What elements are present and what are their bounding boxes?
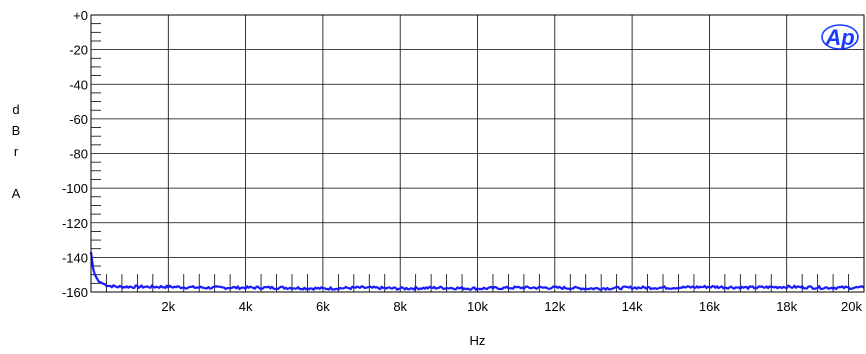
y-tick-label: -120 bbox=[62, 216, 88, 231]
series-line bbox=[89, 252, 865, 291]
x-tick-label: 12k bbox=[544, 299, 565, 314]
y-tick-label: -80 bbox=[69, 147, 88, 162]
minor-ticks bbox=[91, 23, 849, 292]
x-tick-label: 4k bbox=[239, 299, 253, 314]
grid bbox=[91, 15, 864, 292]
plot-frame bbox=[90, 14, 865, 293]
y-axis-label: dBr A bbox=[12, 102, 21, 201]
x-tick-label: 8k bbox=[393, 299, 407, 314]
y-tick-labels: +0 -20 -40 -60 -80 -100 -120 -140 -160 bbox=[62, 8, 88, 300]
y-tick-label: -160 bbox=[62, 285, 88, 300]
x-tick-label: 6k bbox=[316, 299, 330, 314]
x-tick-label: 20k bbox=[841, 299, 862, 314]
ap-logo-ring bbox=[821, 24, 859, 50]
x-axis-label: Hz bbox=[470, 333, 486, 348]
ap-logo: Ap bbox=[821, 24, 859, 50]
y-tick-label: +0 bbox=[73, 8, 88, 23]
x-tick-labels: 2k 4k 6k 8k 10k 12k 14k 16k 18k 20k bbox=[161, 299, 862, 314]
y-axis-label-char: r bbox=[14, 144, 19, 159]
y-tick-label: -140 bbox=[62, 250, 88, 265]
y-tick-label: -20 bbox=[69, 43, 88, 58]
x-tick-label: 18k bbox=[776, 299, 797, 314]
y-tick-label: -100 bbox=[62, 181, 88, 196]
y-tick-label: -60 bbox=[69, 112, 88, 127]
x-tick-label: 2k bbox=[161, 299, 175, 314]
ap-logo-text: Ap bbox=[824, 25, 854, 50]
y-axis-label-char: A bbox=[12, 186, 21, 201]
x-tick-label: 14k bbox=[622, 299, 643, 314]
y-tick-label: -40 bbox=[69, 77, 88, 92]
x-tick-label: 10k bbox=[467, 299, 488, 314]
x-tick-label: 16k bbox=[699, 299, 720, 314]
y-axis-label-char: d bbox=[12, 102, 19, 117]
y-axis-label-char: B bbox=[12, 123, 21, 138]
series bbox=[89, 252, 865, 291]
